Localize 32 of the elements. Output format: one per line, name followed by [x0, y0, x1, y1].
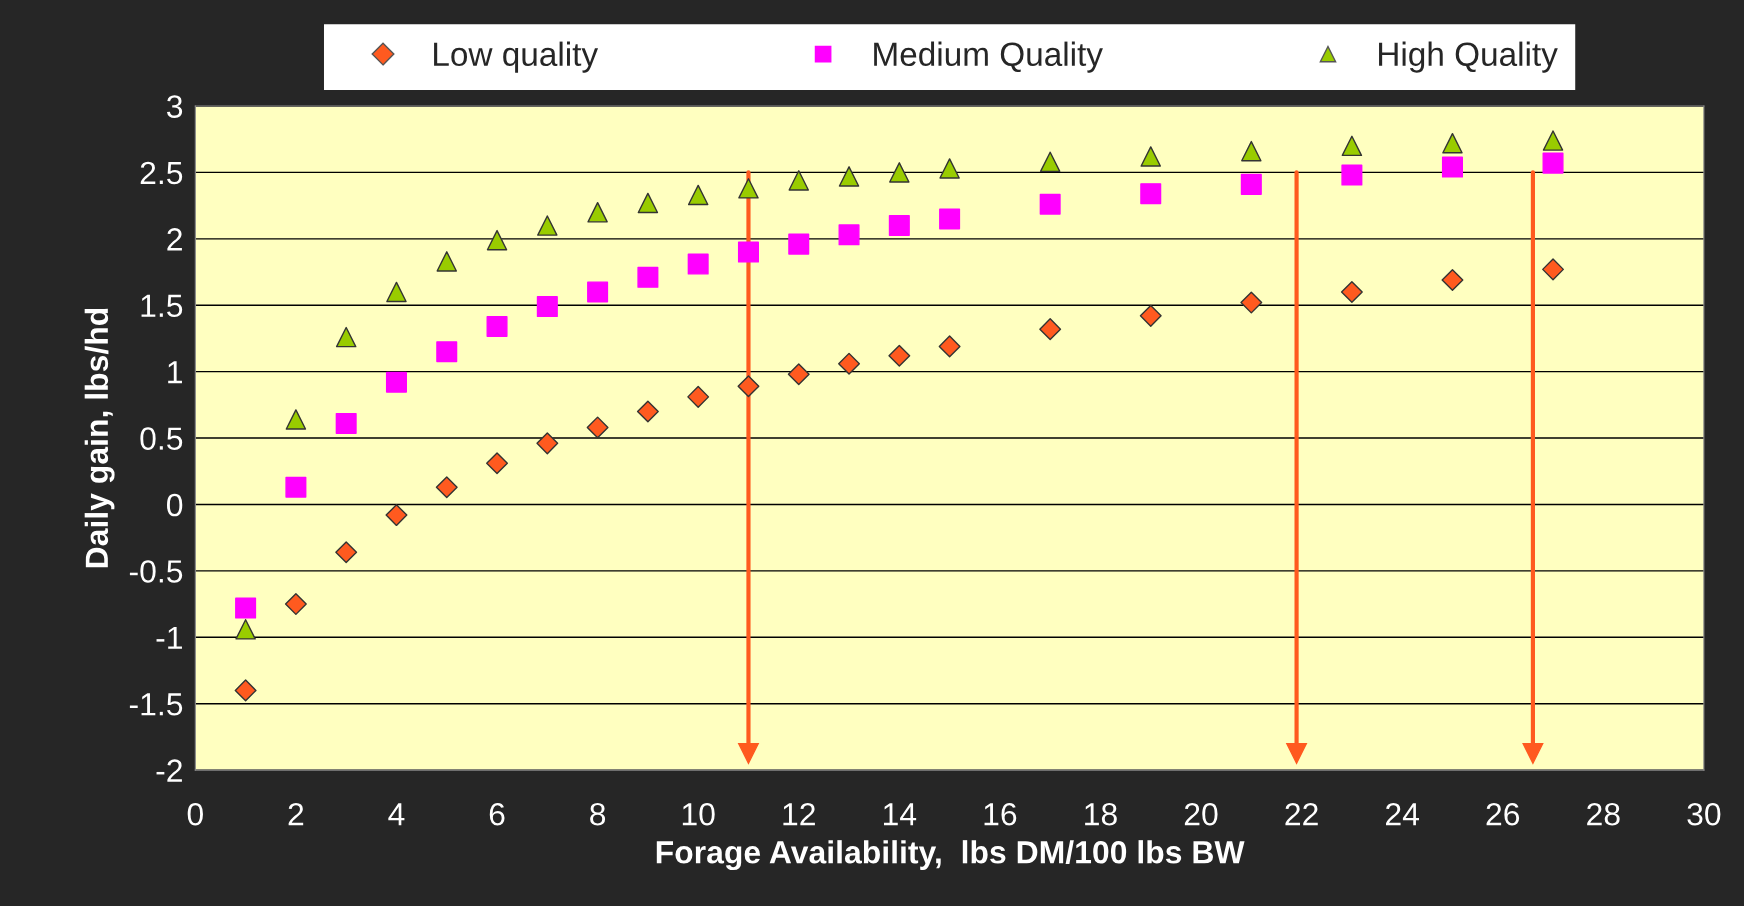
y-tick-label: 1	[168, 361, 182, 384]
legend-label: Low quality	[434, 41, 599, 73]
y-tick-label: -2	[156, 759, 182, 782]
x-tick-label: 22	[1285, 802, 1318, 826]
y-tick-label: 2	[167, 228, 182, 251]
y-tick-label: -1	[156, 626, 182, 649]
y-axis-title: Daily gain, lbs/hd	[84, 308, 115, 568]
x-tick-label: 0	[187, 802, 203, 826]
x-tick-label: 26	[1486, 802, 1520, 826]
x-tick-label: 14	[883, 803, 917, 826]
y-tick-label: 1.5	[141, 294, 183, 318]
legend-label: Medium Quality	[874, 41, 1103, 73]
x-tick-label: 18	[1085, 802, 1117, 826]
x-tick-label: 24	[1386, 802, 1420, 826]
y-tick-label: -1.5	[129, 693, 183, 716]
legend-label: High Quality	[1379, 41, 1558, 73]
x-axis-title: Forage Availability, lbs DM/100 lbs BW	[656, 840, 1245, 871]
y-tick-label: 0	[167, 493, 183, 517]
x-tick-label: 10	[682, 802, 715, 826]
x-tick-label: 4	[388, 803, 405, 826]
x-tick-label: 8	[590, 802, 606, 826]
x-tick-label: 2	[288, 802, 304, 826]
y-tick-label: 2.5	[140, 161, 183, 185]
x-tick-label: 6	[489, 802, 505, 826]
y-tick-label: -0.5	[129, 560, 183, 583]
x-tick-label: 12	[783, 802, 815, 826]
y-tick-label: 3	[166, 95, 183, 118]
y-tick-label: 0.5	[140, 427, 183, 450]
x-tick-label: 28	[1587, 802, 1620, 826]
x-tick-label: 20	[1184, 802, 1218, 826]
x-tick-label: 16	[984, 802, 1017, 826]
x-tick-label: 30	[1687, 802, 1721, 826]
